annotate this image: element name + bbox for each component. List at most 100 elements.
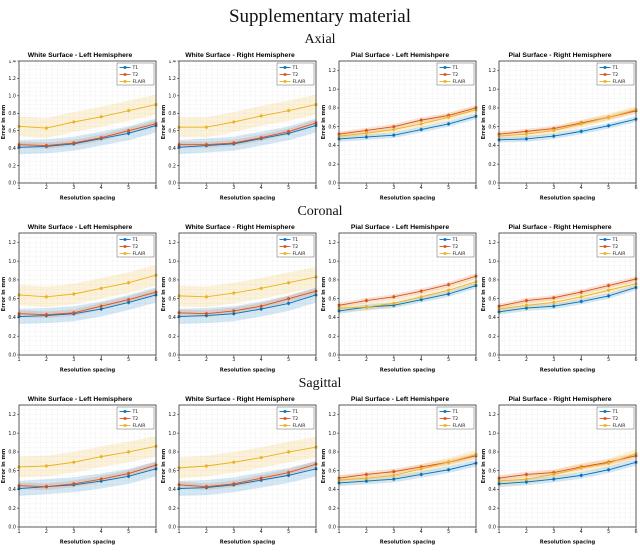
x-tick-label: 5 (127, 185, 130, 191)
legend-label-T2: T2 (612, 72, 619, 78)
marker-T2 (419, 118, 423, 122)
band-FLAIR (19, 264, 156, 308)
axes-box (18, 60, 157, 184)
legend-label-T1: T1 (292, 409, 299, 415)
marker-T2 (232, 141, 236, 145)
legend-label-FLAIR: FLAIR (133, 423, 147, 429)
legend-marker-T2 (443, 73, 447, 76)
y-tick-label: 0.4 (168, 315, 176, 321)
y-tick-label: 1.0 (8, 431, 16, 437)
legend-marker-T2 (603, 245, 607, 248)
chart-sagittal-white-left: White Surface - Left Hemisphere 1 2 3 4 5 6 0.… (0, 393, 160, 546)
legend-marker-T1 (123, 410, 127, 413)
legend-label-T1: T1 (612, 409, 619, 415)
x-tick-label: 6 (154, 357, 157, 363)
marker-T1 (419, 298, 423, 301)
chart-plot: 1 2 3 4 5 6 0.0 0.2 0.4 0.6 0.8 1.0 1.2 Resolution sp… (480, 232, 640, 374)
chart-sagittal-white-right: White Surface - Right Hemisphere 1 2 3 4 5 6 0… (160, 393, 320, 546)
chart-axial-pial-left: Pial Surface - Left Hemishpere 1 2 3 4 5 6 0.0… (320, 49, 480, 202)
marker-FLAIR (205, 125, 208, 129)
marker-FLAIR (72, 120, 76, 124)
marker-T1 (579, 300, 583, 303)
legend-label-T2: T2 (132, 244, 139, 250)
marker-T1 (552, 304, 556, 308)
band-FLAIR (339, 450, 476, 485)
legend-marker-T2 (443, 417, 447, 420)
section-coronal: Coronal White Surface - Left Hemisphere … (0, 202, 640, 374)
x-tick-label: 1 (337, 357, 340, 363)
marker-FLAIR (447, 116, 450, 119)
x-axis-label: Resolution spacing (540, 368, 596, 374)
marker-FLAIR (259, 287, 263, 290)
y-tick-label: 0.6 (8, 468, 16, 474)
marker-T1 (525, 480, 528, 484)
chart-title: Pial Surface - Left Hemishpere (350, 52, 450, 59)
legend-marker-T2 (283, 73, 287, 76)
chart-title: Pial Surface - Left Hemishpere (350, 396, 450, 403)
legend-label-FLAIR: FLAIR (133, 251, 147, 257)
marker-FLAIR (607, 288, 610, 292)
marker-T2 (579, 290, 583, 294)
x-tick-label: 4 (100, 529, 103, 535)
x-tick-label: 4 (260, 357, 263, 363)
y-tick-label: 0.6 (328, 124, 336, 130)
y-tick-label: 0.0 (328, 181, 336, 187)
legend-marker-T2 (443, 245, 447, 248)
y-tick-label: 0.0 (328, 525, 336, 531)
line-FLAIR (338, 281, 477, 309)
y-tick-label: 1.2 (488, 412, 496, 418)
marker-FLAIR (99, 287, 103, 290)
x-tick-label: 1 (17, 357, 20, 363)
marker-FLAIR (579, 466, 583, 470)
marker-T2 (419, 289, 423, 293)
marker-T2 (287, 471, 290, 474)
legend-marker-T1 (443, 238, 447, 241)
legend-marker-FLAIR (603, 252, 607, 255)
chart-plot: 1 2 3 4 5 6 0.0 0.2 0.4 0.6 0.8 1.0 1.2 Resolution sp… (480, 404, 640, 546)
y-tick-label: 0.4 (168, 146, 176, 152)
x-tick-label: 5 (127, 529, 130, 535)
legend-label-T1: T1 (292, 65, 299, 71)
line-FLAIR (178, 446, 317, 469)
band-FLAIR (179, 266, 316, 308)
legend-marker-T2 (123, 245, 127, 248)
marker-T1 (99, 307, 103, 311)
y-tick-label: 0.2 (488, 162, 496, 168)
band-T2 (19, 288, 156, 318)
x-tick-label: 5 (447, 529, 450, 535)
marker-T2 (72, 141, 76, 145)
x-tick-label: 3 (392, 529, 395, 535)
page-title: Supplementary material (228, 6, 412, 27)
y-axis-label: Error in mm (1, 105, 7, 140)
chart-coronal-white-right: White Surface - Right Hemisphere 1 2 3 4 5 6 0… (160, 221, 320, 374)
marker-FLAIR (232, 291, 236, 295)
axes-box (18, 232, 157, 356)
marker-T2 (392, 125, 396, 128)
marker-T2 (127, 298, 130, 301)
chart-sagittal-pial-right: Pial Surface - Right Hemisphere 1 2 3 4 5 6 0.… (480, 393, 640, 546)
x-tick-label: 2 (205, 529, 208, 535)
y-tick-label: 0.0 (488, 525, 496, 531)
marker-T2 (205, 312, 208, 316)
band-T2 (499, 108, 636, 137)
line-T1 (338, 285, 477, 312)
band-FLAIR (19, 435, 156, 478)
band-FLAIR (499, 106, 636, 140)
y-tick-label: 1.0 (328, 259, 336, 265)
tick-marks (337, 414, 477, 529)
chart-plot: 1 2 3 4 5 6 0.0 0.2 0.4 0.6 0.8 1.0 1.2 Resolution sp… (0, 404, 160, 546)
y-tick-label: 1.4 (168, 60, 176, 65)
tick-marks (177, 414, 317, 529)
y-tick-label: 0.2 (488, 506, 496, 512)
legend-label-T2: T2 (132, 72, 139, 78)
chart-title: White Surface - Right Hemisphere (185, 224, 295, 231)
x-tick-label: 1 (337, 529, 340, 535)
section-axial: Axial White Surface - Left Hemisphere 1 2… (0, 30, 640, 202)
y-tick-label: 0.2 (328, 334, 336, 340)
x-tick-label: 3 (552, 529, 555, 535)
marker-FLAIR (447, 460, 450, 464)
y-tick-label: 1.0 (168, 94, 176, 100)
legend-label-T2: T2 (612, 416, 619, 422)
x-tick-label: 2 (205, 185, 208, 191)
